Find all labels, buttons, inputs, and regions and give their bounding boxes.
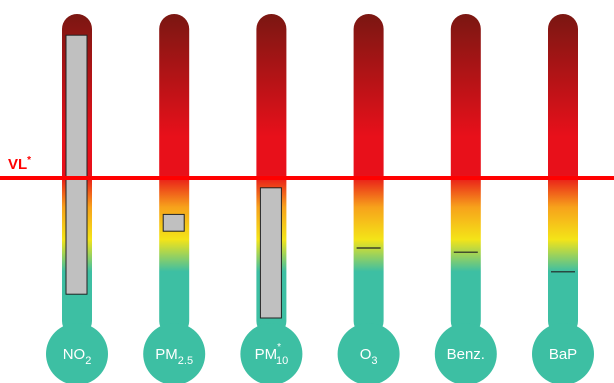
thermometer-bulb [143,323,206,383]
thermometer-tube [450,14,481,336]
reference-line-group: VL* [0,155,614,180]
category-label: NO2 [63,346,92,367]
category-label-sub: 2.5 [178,355,193,367]
range-bar [259,187,282,319]
category-label: O3 [360,346,378,367]
range-bars [65,34,575,319]
category-label-sub: 2 [85,355,91,367]
category-label-base: BaP [549,346,577,363]
thermometer-bulb [46,323,108,383]
category-label: BaP [549,346,577,363]
range-bar [65,34,88,295]
thermometer-bulbs: NO2 PM2.5 PM* 10 O3 Benz. BaP [46,323,594,383]
category-label-base: NO [63,346,86,363]
thermometer-bulb [532,323,594,383]
thermometer-tube [353,14,384,336]
thermometer-tube [159,14,190,336]
category-label-sub: 3 [371,355,377,367]
thermometer-bulb [240,323,303,383]
category-label-sup: * [277,342,281,353]
range-bar [162,213,185,232]
category-label-base: Benz. [447,346,485,363]
thermometer-tubes [62,14,578,336]
category-label-base: O [360,346,372,363]
category-label-base: PM [155,346,178,363]
category-label: PM2.5 [155,346,193,367]
thermometer-bulb [337,323,400,383]
category-label: PM* 10 [255,342,289,367]
limit-value-label-text: VL [8,156,27,173]
limit-value-label: VL* [8,155,31,173]
limit-value-label-sup: * [27,155,31,166]
thermometer-tube [548,14,578,336]
category-label: Benz. [447,346,485,363]
category-label-base: PM [255,346,278,363]
thermometer-bulb [434,323,497,383]
category-label-sub: 10 [276,355,288,367]
